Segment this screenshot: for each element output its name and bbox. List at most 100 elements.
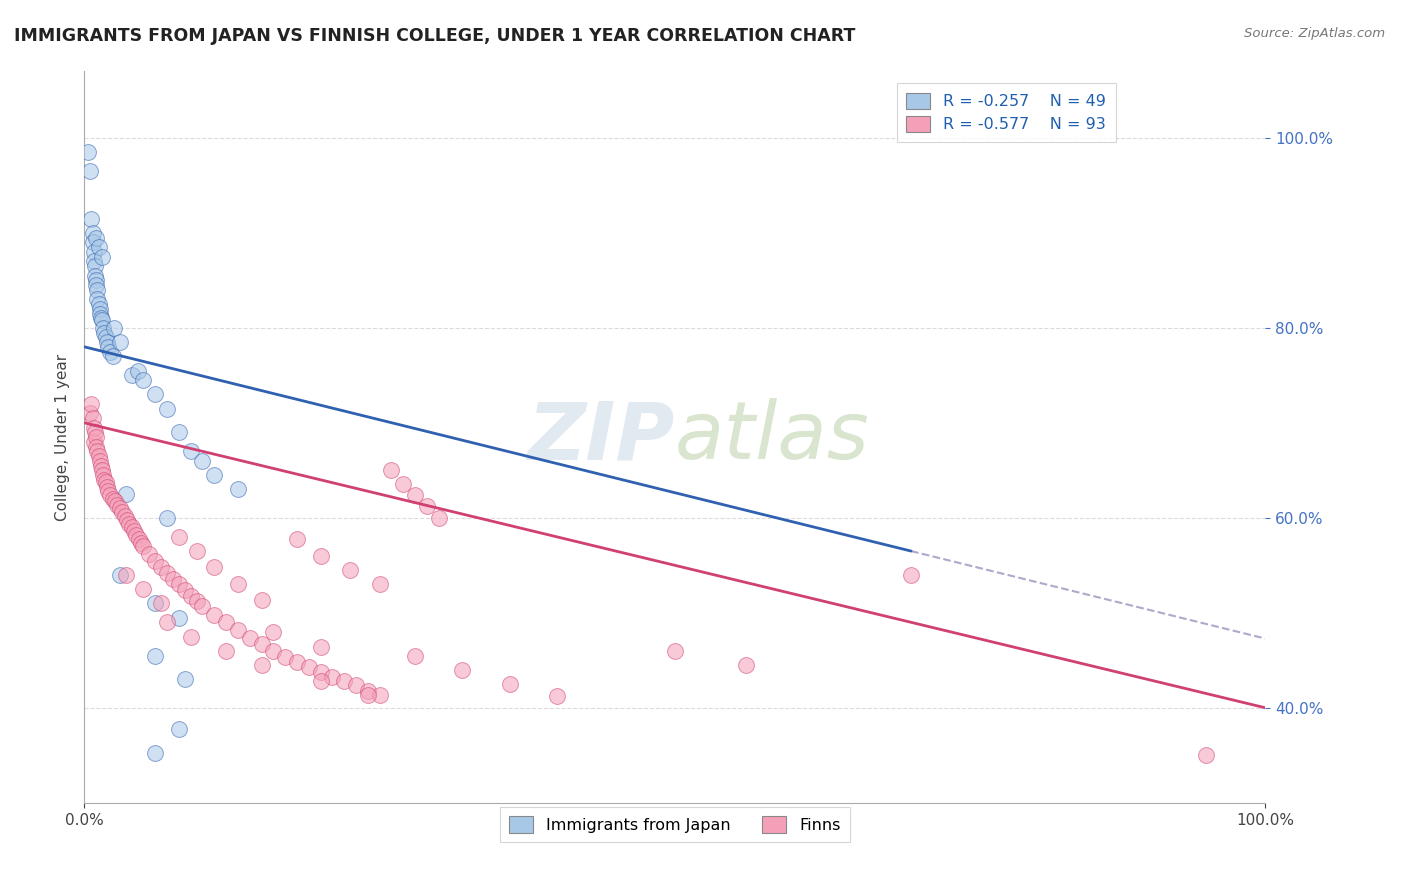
Point bbox=[215, 644, 238, 658]
Point bbox=[664, 644, 686, 658]
Point bbox=[89, 454, 111, 468]
Point bbox=[298, 660, 321, 674]
Point bbox=[167, 610, 190, 624]
Point bbox=[250, 637, 273, 651]
Point bbox=[392, 476, 415, 491]
Point bbox=[121, 520, 143, 534]
Point bbox=[285, 532, 308, 546]
Point bbox=[96, 335, 118, 350]
Point bbox=[250, 592, 273, 607]
Point bbox=[98, 344, 121, 359]
Point bbox=[86, 444, 108, 458]
Point bbox=[309, 640, 332, 654]
Point bbox=[309, 665, 332, 679]
Point bbox=[97, 484, 120, 499]
Point bbox=[83, 254, 105, 268]
Point bbox=[108, 567, 131, 582]
Point bbox=[546, 690, 568, 704]
Point bbox=[309, 674, 332, 689]
Point bbox=[274, 649, 297, 664]
Point bbox=[180, 589, 202, 603]
Point bbox=[132, 582, 155, 596]
Point bbox=[357, 683, 380, 698]
Legend: Immigrants from Japan, Finns: Immigrants from Japan, Finns bbox=[499, 806, 851, 842]
Point bbox=[83, 420, 105, 434]
Point bbox=[77, 145, 100, 160]
Point bbox=[96, 480, 118, 494]
Point bbox=[451, 663, 474, 677]
Point bbox=[202, 607, 225, 622]
Point bbox=[150, 560, 173, 574]
Point bbox=[180, 444, 202, 458]
Point bbox=[156, 615, 179, 630]
Point bbox=[498, 677, 520, 691]
Point bbox=[368, 577, 391, 591]
Point bbox=[94, 330, 117, 344]
Point bbox=[1195, 748, 1218, 763]
Point bbox=[156, 511, 179, 525]
Point bbox=[86, 293, 108, 307]
Point bbox=[132, 539, 155, 553]
Point bbox=[128, 532, 150, 546]
Point bbox=[122, 524, 145, 538]
Point bbox=[82, 411, 104, 425]
Point bbox=[143, 648, 166, 663]
Point bbox=[83, 434, 105, 449]
Point bbox=[173, 582, 195, 597]
Point bbox=[84, 230, 107, 244]
Point bbox=[138, 547, 160, 561]
Point bbox=[79, 406, 101, 420]
Point bbox=[80, 211, 103, 226]
Text: atlas: atlas bbox=[675, 398, 870, 476]
Point bbox=[132, 373, 155, 387]
Point bbox=[404, 648, 426, 663]
Point bbox=[121, 368, 143, 383]
Point bbox=[87, 297, 110, 311]
Point bbox=[114, 508, 136, 523]
Text: IMMIGRANTS FROM JAPAN VS FINNISH COLLEGE, UNDER 1 YEAR CORRELATION CHART: IMMIGRANTS FROM JAPAN VS FINNISH COLLEGE… bbox=[14, 27, 855, 45]
Point bbox=[129, 535, 152, 549]
Point bbox=[167, 425, 190, 440]
Point bbox=[84, 440, 107, 454]
Point bbox=[84, 259, 107, 273]
Point bbox=[83, 244, 105, 259]
Point bbox=[93, 473, 115, 487]
Point bbox=[103, 321, 125, 335]
Point bbox=[226, 577, 249, 591]
Point bbox=[734, 658, 756, 673]
Point bbox=[91, 313, 114, 327]
Point bbox=[380, 463, 402, 477]
Point bbox=[84, 425, 107, 440]
Point bbox=[111, 505, 134, 519]
Point bbox=[93, 326, 115, 340]
Point bbox=[86, 283, 108, 297]
Point bbox=[167, 722, 190, 736]
Point bbox=[115, 513, 138, 527]
Point bbox=[143, 747, 166, 761]
Point bbox=[416, 500, 439, 514]
Point bbox=[82, 235, 104, 250]
Point bbox=[89, 307, 111, 321]
Point bbox=[97, 340, 120, 354]
Point bbox=[91, 468, 114, 483]
Point bbox=[202, 560, 225, 574]
Point bbox=[143, 387, 166, 401]
Point bbox=[215, 615, 238, 630]
Point bbox=[186, 594, 208, 608]
Point bbox=[167, 577, 190, 591]
Point bbox=[262, 624, 284, 639]
Point bbox=[191, 599, 214, 614]
Point bbox=[101, 349, 124, 363]
Point bbox=[143, 596, 166, 610]
Point bbox=[101, 491, 124, 506]
Point bbox=[80, 397, 103, 411]
Text: Source: ZipAtlas.com: Source: ZipAtlas.com bbox=[1244, 27, 1385, 40]
Point bbox=[368, 688, 391, 702]
Point bbox=[239, 631, 262, 645]
Point bbox=[90, 458, 112, 473]
Point bbox=[180, 630, 202, 644]
Point bbox=[262, 644, 284, 658]
Point bbox=[250, 658, 273, 673]
Point bbox=[404, 488, 426, 502]
Point bbox=[125, 528, 148, 542]
